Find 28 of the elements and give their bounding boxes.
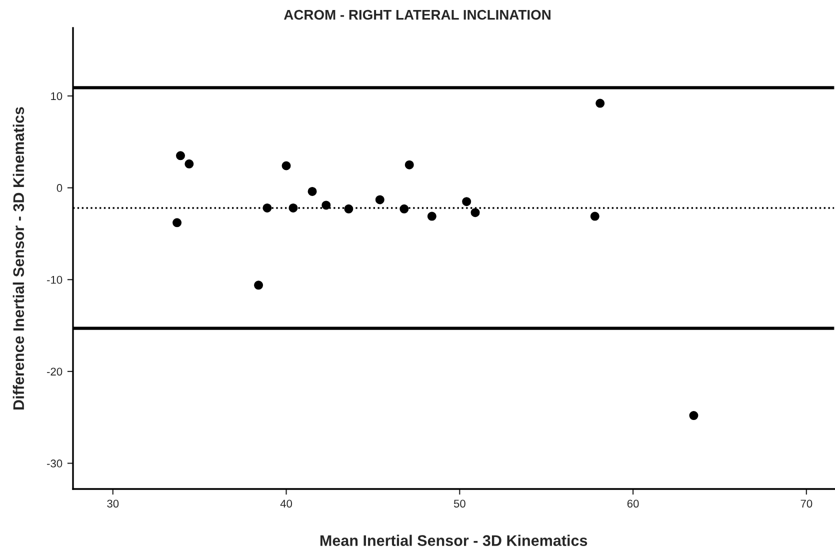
y-tick-label: -20 xyxy=(47,368,62,376)
point xyxy=(462,197,472,206)
chart-title: ACROM - RIGHT LATERAL INCLINATION xyxy=(284,10,550,20)
x-axis-title: Mean Inertial Sensor - 3D Kinematics xyxy=(320,534,588,546)
y-tick-label: 0 xyxy=(56,184,62,192)
y-tick-label: -10 xyxy=(47,276,62,284)
point xyxy=(689,411,698,420)
point xyxy=(308,186,317,196)
x-tick-label: 70 xyxy=(800,500,812,508)
y-tick-label: 10 xyxy=(51,92,62,100)
y-tick-label: -30 xyxy=(47,460,62,468)
y-axis-title: Difference Inertial Sensor - 3D Kinematics xyxy=(12,107,24,410)
x-tick-label: 40 xyxy=(280,500,292,508)
point xyxy=(404,160,414,170)
x-tick-label: 30 xyxy=(107,500,119,508)
point xyxy=(590,212,600,221)
point xyxy=(322,200,331,210)
point xyxy=(172,218,182,228)
point xyxy=(596,98,605,108)
x-tick-label: 60 xyxy=(627,500,639,508)
point xyxy=(254,280,264,290)
point xyxy=(184,159,194,168)
point xyxy=(427,212,436,221)
point xyxy=(282,161,291,170)
point xyxy=(470,208,480,218)
point xyxy=(176,151,185,160)
point xyxy=(375,195,384,204)
x-tick-label: 50 xyxy=(454,500,466,508)
